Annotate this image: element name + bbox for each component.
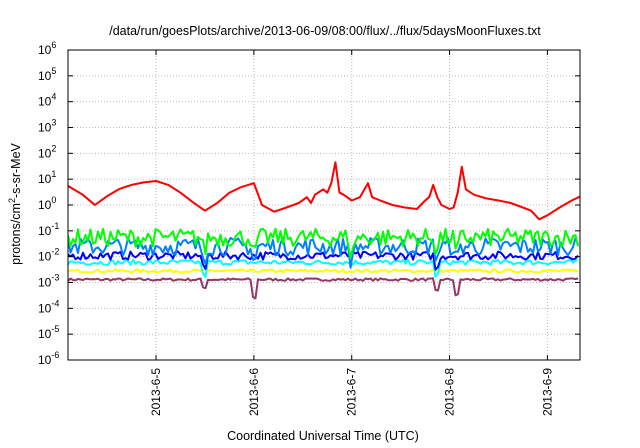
series-line — [68, 277, 579, 300]
y-tick-label: 10-1 — [38, 221, 59, 238]
x-tick-label: 2013-6-8 — [443, 368, 457, 416]
series-layer — [68, 161, 580, 300]
series-line — [68, 258, 579, 279]
y-tick-label: 100 — [38, 195, 56, 212]
y-tick-label: 10-2 — [38, 247, 59, 264]
series-line — [68, 161, 580, 221]
x-tick-label: 2013-6-6 — [247, 368, 261, 416]
axis-ticks: 10-6 10-5 10-4 10-3 10-2 10-1 100 101 102 103 104 1… — [38, 40, 580, 416]
y-tick-label: 10-5 — [38, 324, 59, 341]
y-tick-label: 10-4 — [38, 298, 59, 315]
series-line — [68, 227, 579, 259]
grid — [68, 50, 580, 360]
y-tick-label: 105 — [38, 66, 56, 83]
series-line — [68, 236, 579, 269]
series-line — [68, 250, 579, 271]
chart-title: /data/run/goesPlots/archive/2013-06-09/0… — [109, 24, 541, 38]
y-tick-label: 10-6 — [38, 350, 59, 367]
y-tick-label: 10-3 — [38, 273, 59, 290]
x-tick-label: 2013-6-7 — [345, 368, 359, 416]
x-tick-label: 2013-6-5 — [149, 368, 163, 416]
y-tick-label: 104 — [38, 92, 56, 109]
y-tick-label: 106 — [38, 40, 56, 57]
x-tick-label: 2013-6-9 — [540, 368, 554, 416]
y-tick-label: 101 — [38, 169, 56, 186]
y-axis-label: protons/cm2-s-sr-MeV — [7, 142, 23, 264]
series-line — [68, 268, 579, 274]
y-tick-label: 102 — [38, 143, 56, 160]
y-tick-label: 103 — [38, 118, 56, 135]
x-axis-label: Coordinated Universal Time (UTC) — [227, 429, 419, 443]
